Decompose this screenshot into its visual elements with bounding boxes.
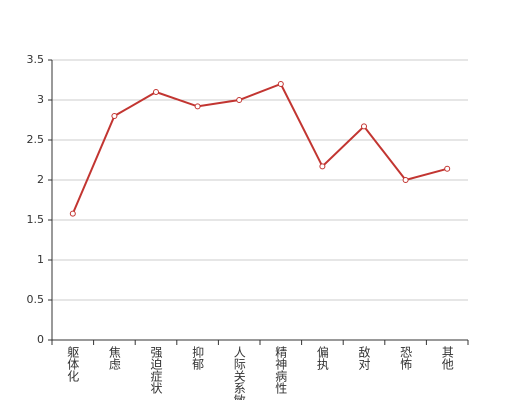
- point: [361, 123, 367, 130]
- point: [69, 210, 76, 217]
- y-tick-label: 3: [37, 93, 44, 106]
- x-tick-label: 躯体化: [65, 346, 80, 382]
- x-tick-label: 偏执: [315, 346, 330, 370]
- point: [402, 177, 409, 183]
- x-tick-label: 恐怖: [398, 346, 413, 370]
- y-tick-label: 3.5: [27, 53, 45, 66]
- y-tick-label: 1.5: [27, 213, 45, 226]
- y-tick-label: 1: [37, 253, 44, 266]
- point: [319, 163, 326, 170]
- point: [194, 103, 201, 110]
- x-tick-label: 焦虑: [107, 346, 122, 370]
- point: [236, 97, 243, 103]
- point: [444, 165, 451, 172]
- x-tick-label: 人际关系敏感: [232, 346, 247, 400]
- x-tick-label: 抑郁: [190, 346, 205, 370]
- x-tick-label: 强迫症状: [149, 346, 163, 394]
- y-tick-label: 2.5: [27, 133, 45, 146]
- x-tick-label: 精神病性: [273, 346, 288, 394]
- y-tick-label: 2: [37, 173, 44, 186]
- y-tick-label: 0: [37, 333, 44, 346]
- point: [153, 89, 159, 95]
- y-tick-label: 0.5: [27, 293, 45, 306]
- x-tick-label: 其他: [440, 346, 455, 370]
- x-tick-label: 敌对: [357, 346, 371, 370]
- point: [277, 81, 284, 87]
- point: [111, 113, 118, 119]
- series-line: [71, 82, 448, 214]
